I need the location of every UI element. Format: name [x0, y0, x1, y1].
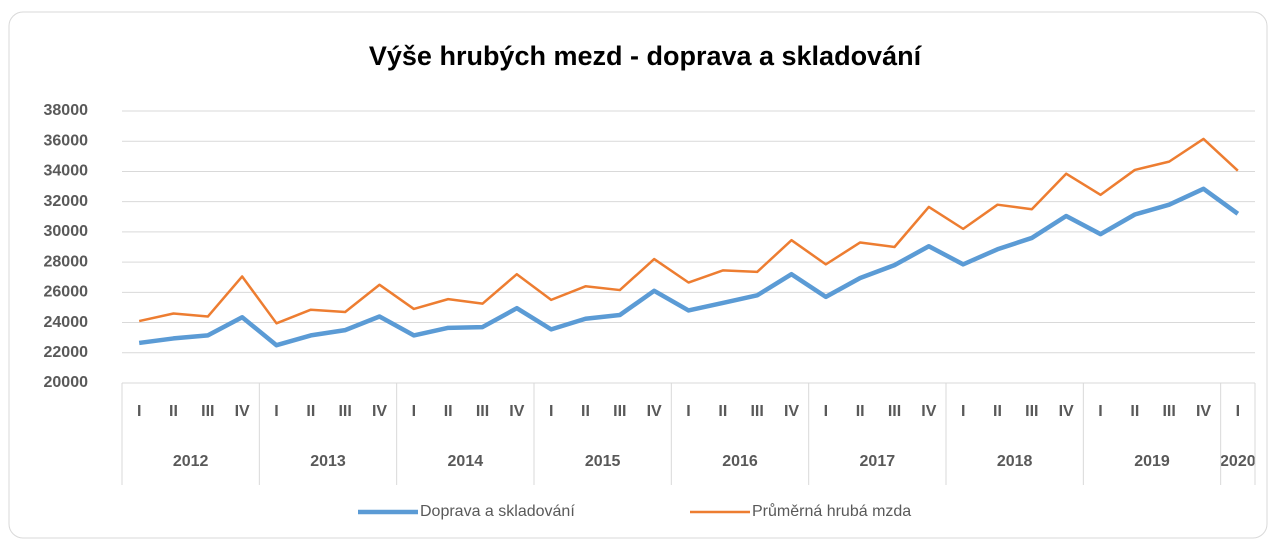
x-tick-label: IV — [647, 403, 662, 420]
x-tick-label: III — [1025, 403, 1038, 420]
y-tick-label: 24000 — [44, 314, 89, 331]
series-line — [138, 186, 1240, 348]
x-tick-label: II — [169, 403, 178, 420]
x-group-label: 2020 — [1220, 453, 1256, 470]
x-tick-label: I — [1236, 403, 1240, 420]
legend-label: Průměrná hrubá mzda — [752, 502, 911, 520]
x-tick-label: II — [444, 403, 453, 420]
x-tick-label: IV — [1196, 403, 1211, 420]
x-group-label: 2017 — [860, 453, 896, 470]
x-tick-label: I — [961, 403, 965, 420]
x-tick-label: III — [201, 403, 214, 420]
x-group-label: 2012 — [173, 453, 209, 470]
x-tick-label: III — [1162, 403, 1175, 420]
x-group-label: 2018 — [997, 453, 1033, 470]
x-group-label: 2015 — [585, 453, 621, 470]
y-tick-label: 28000 — [44, 253, 89, 270]
x-group-label: 2019 — [1134, 453, 1170, 470]
x-tick-label: I — [137, 403, 141, 420]
x-tick-label: II — [718, 403, 727, 420]
y-tick-label: 26000 — [44, 284, 89, 301]
x-tick-label: III — [476, 403, 489, 420]
x-tick-label: II — [306, 403, 315, 420]
x-tick-label: II — [581, 403, 590, 420]
x-tick-label: IV — [784, 403, 799, 420]
x-tick-label: IV — [235, 403, 250, 420]
x-tick-label: IV — [1059, 403, 1074, 420]
x-tick-label: IV — [921, 403, 936, 420]
x-tick-label: II — [856, 403, 865, 420]
x-tick-label: II — [993, 403, 1002, 420]
y-tick-label: 22000 — [44, 344, 89, 361]
x-tick-label: II — [1130, 403, 1139, 420]
x-tick-label: III — [613, 403, 626, 420]
x-group-label: 2013 — [310, 453, 346, 470]
x-group-label: 2016 — [722, 453, 758, 470]
x-tick-label: IV — [509, 403, 524, 420]
legend-label: Doprava a skladování — [420, 503, 575, 520]
x-tick-label: III — [750, 403, 763, 420]
y-tick-label: 36000 — [44, 132, 89, 149]
x-tick-label: IV — [372, 403, 387, 420]
x-tick-label: I — [549, 403, 553, 420]
x-tick-label: III — [338, 403, 351, 420]
x-group-label: 2014 — [448, 453, 484, 470]
x-tick-label: I — [412, 403, 416, 420]
y-tick-label: 30000 — [44, 223, 89, 240]
y-tick-label: 32000 — [44, 193, 89, 210]
x-tick-label: I — [274, 403, 278, 420]
x-tick-label: I — [1098, 403, 1102, 420]
x-tick-label: III — [888, 403, 901, 420]
x-tick-label: I — [686, 403, 690, 420]
y-tick-label: 38000 — [44, 102, 89, 119]
y-tick-label: 34000 — [44, 163, 89, 180]
chart-title: Výše hrubých mezd - doprava a skladování — [369, 41, 923, 71]
y-tick-label: 20000 — [44, 374, 89, 391]
x-tick-label: I — [824, 403, 828, 420]
series-line — [138, 137, 1239, 325]
